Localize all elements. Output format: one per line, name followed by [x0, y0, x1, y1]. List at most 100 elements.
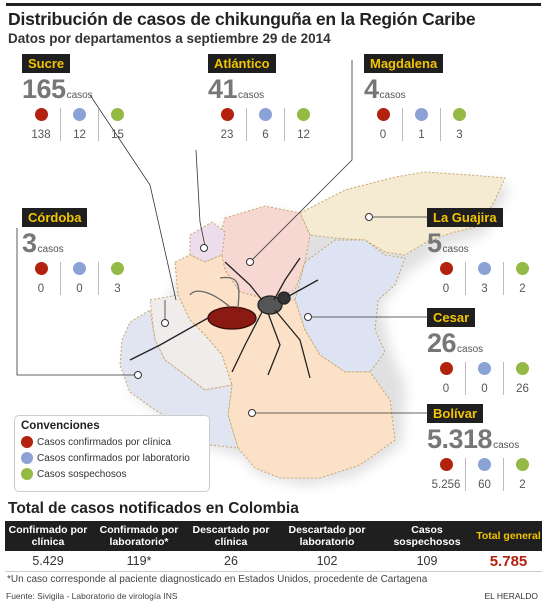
dept-name: Córdoba	[22, 208, 88, 227]
clinica-value: 23	[220, 129, 234, 141]
clinica-value: 138	[31, 129, 51, 141]
blue-dot-icon	[73, 108, 86, 121]
dept-name: Magdalena	[364, 54, 444, 73]
blue-dot-icon	[73, 262, 86, 275]
marker-cordoba	[134, 371, 142, 379]
publisher-brand: EL HERALDO	[484, 591, 538, 601]
dept-name: Bolívar	[427, 404, 484, 423]
sospechosos-value: 2	[519, 283, 526, 295]
unit-label: casos	[37, 244, 64, 255]
unit-label: casos	[379, 90, 406, 101]
dept-card-cesar: Cesar 26 casos 0 0 26	[427, 308, 541, 395]
laboratorio-value: 12	[73, 129, 86, 141]
mosquito-illustration	[129, 257, 319, 379]
sospechosos-value: 3	[456, 129, 463, 141]
blue-dot-icon	[21, 452, 33, 464]
leader-sucre	[89, 94, 177, 301]
unit-label: casos	[457, 344, 484, 355]
header-cell: Descartado por clínica	[192, 524, 270, 548]
value-cell: 5.429	[32, 554, 64, 568]
legend-item-laboratorio: Casos confirmados por laboratorio	[21, 452, 203, 464]
map-legend: Convenciones Casos confirmados por clíni…	[14, 415, 210, 492]
dept-card-cordoba: Córdoba 3 casos 0 0 3	[22, 208, 136, 295]
blue-dot-icon	[478, 262, 491, 275]
red-dot-icon	[376, 108, 390, 121]
dept-card-la-guajira: La Guajira 5 casos 0 3 2	[427, 208, 541, 295]
footnote: *Un caso corresponde al paciente diagnos…	[7, 574, 428, 585]
red-dot-icon	[220, 108, 234, 121]
green-dot-icon	[516, 262, 529, 275]
dept-card-magdalena: Magdalena 4 casos 0 1 3	[364, 54, 478, 141]
marker-atlantico	[200, 244, 208, 252]
dept-card-bolivar: Bolívar 5.318 casos 5.256 60 2	[427, 404, 541, 491]
laboratorio-value: 6	[262, 129, 269, 141]
dept-name: Cesar	[427, 308, 476, 327]
sospechosos-value: 3	[114, 283, 121, 295]
marker-magdalena	[246, 258, 254, 266]
clinica-value: 5.256	[431, 479, 461, 491]
table-row: 5.429 119* 26 102 109 5.785	[5, 551, 542, 572]
header-cell: Descartado por laboratorio	[288, 524, 366, 548]
leader-atlantico	[195, 149, 206, 247]
sospechosos-value: 26	[516, 383, 529, 395]
value-cell-total: 5.785	[489, 552, 528, 570]
unit-label: casos	[442, 244, 469, 255]
marker-bolivar	[248, 409, 256, 417]
green-dot-icon	[516, 458, 529, 471]
marker-sucre	[161, 319, 169, 327]
region-cordoba	[119, 309, 239, 449]
caribbean-region-map	[16, 60, 511, 486]
red-dot-icon	[439, 262, 453, 275]
leader-cordoba	[16, 228, 138, 376]
unit-label: casos	[238, 90, 265, 101]
colombia-totals-table: Confirmado por clínica Confirmado por la…	[5, 521, 542, 572]
dept-name: La Guajira	[427, 208, 503, 227]
clinica-value: 0	[379, 129, 387, 141]
laboratorio-value: 1	[418, 129, 425, 141]
value-cell: 119*	[126, 554, 152, 568]
green-dot-icon	[111, 108, 124, 121]
green-dot-icon	[453, 108, 466, 121]
red-dot-icon	[439, 458, 453, 471]
dept-name: Sucre	[22, 54, 71, 73]
blue-dot-icon	[259, 108, 272, 121]
source-credit: Fuente: Sivigila - Laboratorio de virolo…	[6, 591, 178, 601]
green-dot-icon	[516, 362, 529, 375]
dept-total: 3	[22, 228, 37, 258]
sospechosos-value: 15	[111, 129, 124, 141]
dept-total: 5.318	[427, 424, 493, 454]
header-cell-total: Total general	[476, 530, 541, 542]
value-cell: 26	[224, 554, 238, 568]
dept-card-atlantico: Atlántico 41 casos 23 6 12	[208, 54, 322, 141]
header-cell: Casos sospechosos	[393, 524, 461, 548]
legend-item-clinica: Casos confirmados por clínica	[21, 436, 203, 448]
top-rule	[6, 3, 541, 6]
red-dot-icon	[34, 108, 48, 121]
dept-total: 5	[427, 228, 442, 258]
laboratorio-value: 60	[478, 479, 491, 491]
dept-total: 41	[208, 74, 238, 104]
laboratorio-value: 0	[76, 283, 83, 295]
region-la-guajira	[299, 171, 506, 256]
green-dot-icon	[111, 262, 124, 275]
laboratorio-value: 3	[481, 283, 488, 295]
dept-total: 26	[427, 328, 457, 358]
marker-la-guajira	[365, 213, 373, 221]
legend-item-sospechosos: Casos sospechosos	[21, 468, 203, 480]
unit-label: casos	[66, 90, 93, 101]
sospechosos-value: 12	[297, 129, 310, 141]
marker-cesar	[304, 313, 312, 321]
blue-dot-icon	[478, 362, 491, 375]
clinica-value: 0	[442, 283, 450, 295]
green-dot-icon	[297, 108, 310, 121]
dept-name: Atlántico	[208, 54, 276, 73]
legend-label: Casos confirmados por clínica	[37, 436, 171, 448]
laboratorio-value: 0	[481, 383, 488, 395]
value-cell: 102	[316, 554, 338, 568]
value-cell: 109	[416, 554, 438, 568]
clinica-value: 0	[442, 383, 450, 395]
header-cell: Confirmado por clínica	[8, 524, 88, 548]
clinica-value: 0	[37, 283, 45, 295]
sospechosos-value: 2	[519, 479, 526, 491]
header-cell: Confirmado por laboratorio*	[99, 524, 179, 548]
